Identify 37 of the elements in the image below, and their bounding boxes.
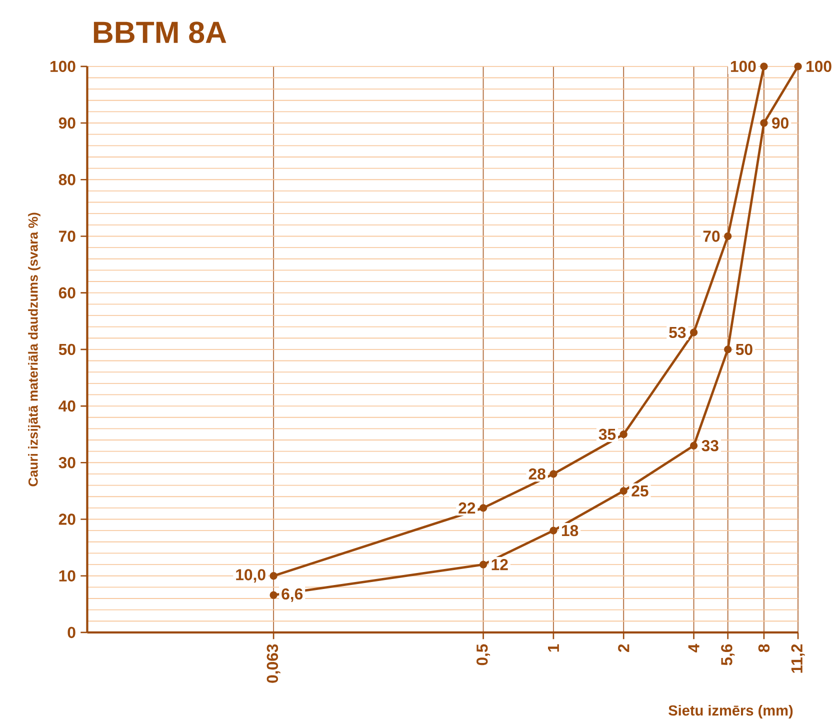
y-tick-label: 50 <box>58 344 76 356</box>
x-axis-title: Sietu izmērs (mm) <box>668 704 793 719</box>
y-tick-label: 20 <box>58 514 76 525</box>
y-axis-title: Cauri izsijātā materiāla daudzums (svara %) <box>28 212 40 486</box>
x-tick-label: 1 <box>548 644 559 652</box>
chart-title: BBTM 8A <box>94 22 226 44</box>
x-tick-label: 5,6 <box>721 644 735 666</box>
data-label: 50 <box>736 344 752 356</box>
data-label: 100 <box>806 60 832 72</box>
data-label: 70 <box>703 230 720 242</box>
data-label: 12 <box>492 559 508 570</box>
y-tick-label: 10 <box>59 570 76 582</box>
y-tick-label: 100 <box>50 60 76 72</box>
data-label: 22 <box>458 502 476 514</box>
data-label: 90 <box>772 117 788 129</box>
data-label: 6,6 <box>282 588 303 602</box>
data-label: 35 <box>598 428 616 440</box>
x-tick-label: 4 <box>688 644 700 652</box>
data-label: 10,0 <box>236 569 266 583</box>
x-tick-label: 8 <box>758 644 770 652</box>
x-tick-label: 2 <box>618 644 630 652</box>
x-tick-label: 11,2 <box>791 644 805 673</box>
y-tick-label: 90 <box>58 117 76 129</box>
y-tick-label: 70 <box>59 230 76 242</box>
data-label: 33 <box>702 440 718 452</box>
y-tick-label: 60 <box>58 287 76 298</box>
y-tick-label: 80 <box>58 174 76 186</box>
y-tick-label: 0 <box>68 626 76 638</box>
y-tick-label: 40 <box>58 400 76 412</box>
data-label: 18 <box>562 525 578 536</box>
x-tick-label: 0,5 <box>476 644 490 666</box>
data-label: 100 <box>730 60 756 72</box>
data-label: 53 <box>669 326 686 338</box>
data-label: 28 <box>528 468 546 480</box>
x-tick-label: 0,063 <box>266 644 280 683</box>
data-label: 25 <box>632 485 648 497</box>
y-tick-label: 30 <box>58 457 76 468</box>
